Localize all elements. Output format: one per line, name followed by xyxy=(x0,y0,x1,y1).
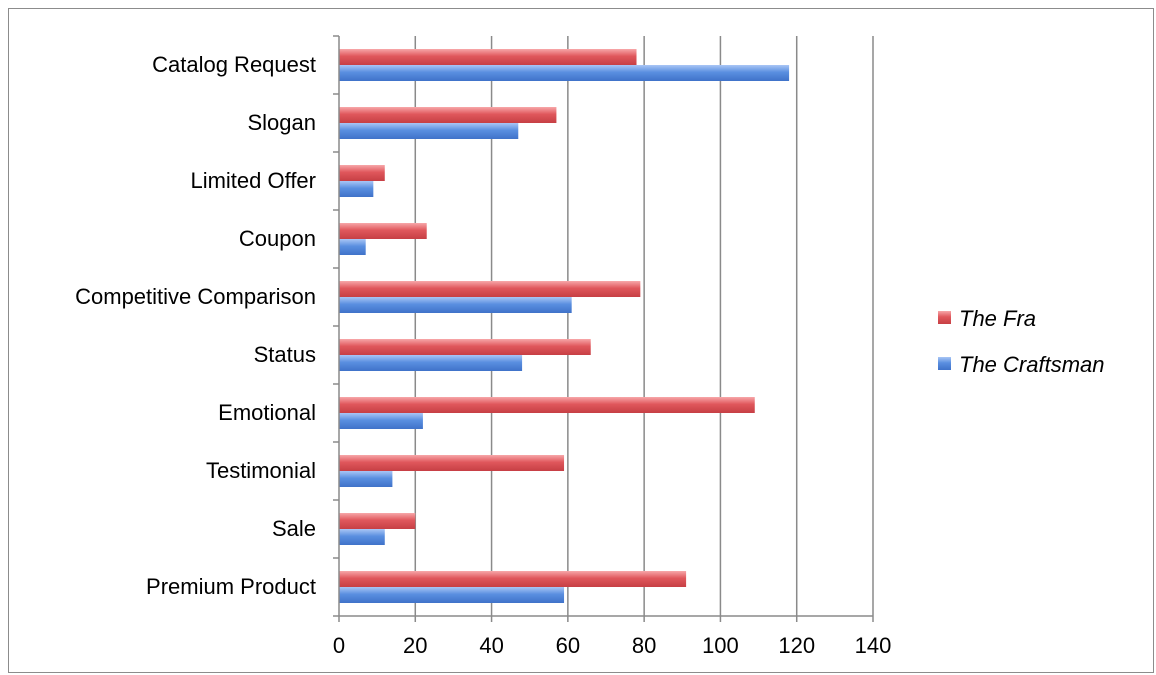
x-tick-label: 0 xyxy=(333,633,345,658)
x-tick-label: 80 xyxy=(632,633,656,658)
category-label: Slogan xyxy=(247,110,316,135)
bar-the-fra xyxy=(339,513,416,529)
bar-the-fra xyxy=(339,223,427,239)
bar-the-fra xyxy=(339,339,591,355)
category-label: Status xyxy=(254,342,316,367)
bar-the-craftsman xyxy=(339,413,423,429)
legend-swatch xyxy=(938,311,951,324)
bar-the-fra xyxy=(339,107,557,123)
bar-the-craftsman xyxy=(339,529,385,545)
legend-swatch xyxy=(938,357,951,370)
x-tick-label: 140 xyxy=(855,633,892,658)
legend: The Fra The Craftsman xyxy=(938,306,1105,377)
bar-the-fra xyxy=(339,165,385,181)
category-label: Limited Offer xyxy=(190,168,316,193)
x-tick-label: 100 xyxy=(702,633,739,658)
x-tick-label: 40 xyxy=(479,633,503,658)
bar-the-craftsman xyxy=(339,181,374,197)
legend-label: The Craftsman xyxy=(959,352,1105,377)
bar-the-craftsman xyxy=(339,471,393,487)
x-tick-label: 20 xyxy=(403,633,427,658)
category-label: Sale xyxy=(272,516,316,541)
bar-the-craftsman xyxy=(339,587,565,603)
axes xyxy=(333,35,874,622)
legend-label: The Fra xyxy=(959,306,1036,331)
labels: 0 20 40 60 80 100 120 140 Catalog Request Slogan L… xyxy=(75,52,891,658)
x-tick-label: 60 xyxy=(556,633,580,658)
category-label: Premium Product xyxy=(146,574,316,599)
category-label: Emotional xyxy=(218,400,316,425)
category-label: Coupon xyxy=(239,226,316,251)
category-label: Competitive Comparison xyxy=(75,284,316,309)
bar-the-craftsman xyxy=(339,65,790,81)
x-tick-label: 120 xyxy=(778,633,815,658)
bar-the-fra xyxy=(339,455,565,471)
category-label: Testimonial xyxy=(206,458,316,483)
bar-the-craftsman xyxy=(339,297,572,313)
bar-the-fra xyxy=(339,397,755,413)
category-label: Catalog Request xyxy=(152,52,316,77)
bar-the-fra xyxy=(339,571,687,587)
bar-the-fra xyxy=(339,49,637,65)
bars xyxy=(339,49,790,603)
bar-the-craftsman xyxy=(339,239,366,255)
bar-the-craftsman xyxy=(339,123,519,139)
bar-the-craftsman xyxy=(339,355,523,371)
bar-the-fra xyxy=(339,281,641,297)
